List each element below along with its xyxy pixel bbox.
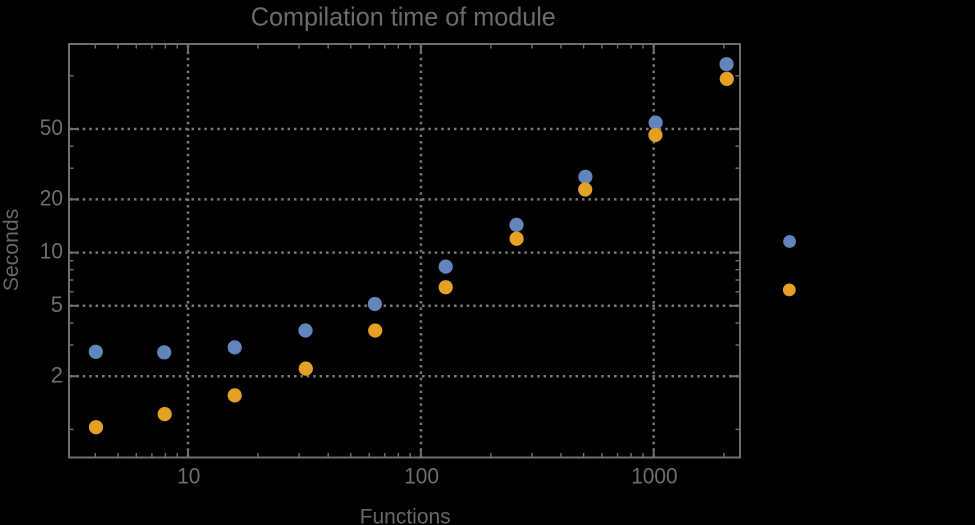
svg-text:50: 50 — [40, 115, 63, 140]
svg-text:Compilation time of module: Compilation time of module — [251, 1, 556, 31]
svg-text:10: 10 — [40, 239, 63, 264]
svg-text:Seconds: Seconds — [0, 209, 23, 292]
svg-text:10: 10 — [177, 464, 200, 489]
svg-text:Functions: Functions — [360, 505, 451, 525]
svg-text:2: 2 — [51, 362, 63, 387]
svg-text:100: 100 — [404, 464, 439, 489]
svg-text:5: 5 — [51, 292, 63, 317]
svg-text:20: 20 — [40, 186, 63, 211]
svg-text:1000: 1000 — [631, 464, 677, 489]
